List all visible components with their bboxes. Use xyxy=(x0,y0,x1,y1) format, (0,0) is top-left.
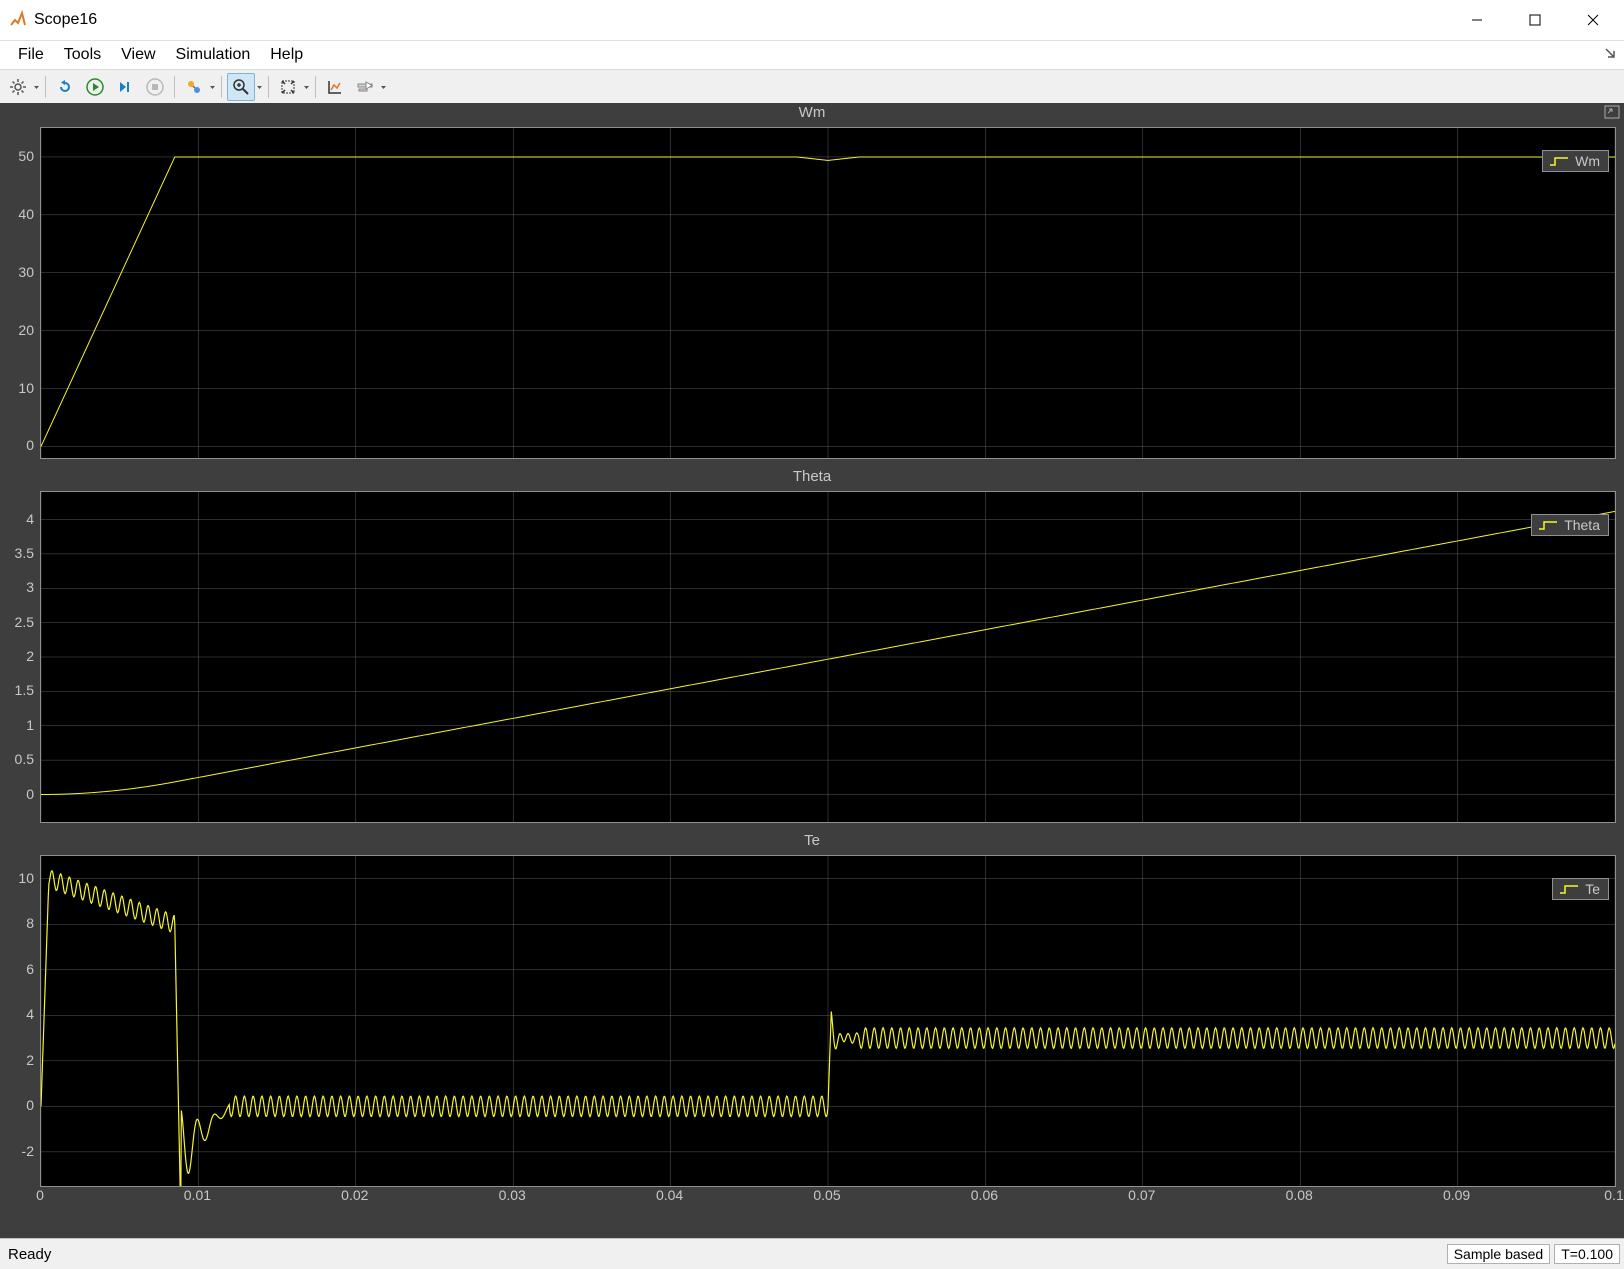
plot-axes-wm[interactable]: Wm xyxy=(40,127,1616,459)
subplot-theta[interactable]: Theta 00.511.522.533.54 Theta xyxy=(0,467,1624,829)
step-forward-icon[interactable] xyxy=(111,73,139,101)
legend-wm[interactable]: Wm xyxy=(1542,150,1609,172)
maximize-button[interactable] xyxy=(1506,0,1564,40)
menu-simulation[interactable]: Simulation xyxy=(166,44,261,66)
status-ready: Ready xyxy=(0,1246,59,1263)
plot-axes-theta[interactable]: Theta xyxy=(40,491,1616,823)
status-sample-mode: Sample based xyxy=(1447,1244,1551,1264)
legend-label-wm: Wm xyxy=(1575,153,1600,169)
titlebar: Scope16 xyxy=(0,0,1624,41)
status-time: T=0.100 xyxy=(1554,1244,1620,1264)
menu-tools[interactable]: Tools xyxy=(54,44,111,66)
close-button[interactable] xyxy=(1564,0,1622,40)
subplot-title-te: Te xyxy=(0,831,1624,851)
subplot-te[interactable]: Te -20246810 Te 00.010.020.030.040.050.060.… xyxy=(0,831,1624,1209)
window-title: Scope16 xyxy=(34,11,97,29)
subplot-title-theta: Theta xyxy=(0,467,1624,487)
config-gear-icon[interactable] xyxy=(4,73,32,101)
maximize-axes-icon[interactable] xyxy=(1604,105,1620,122)
scale-axes-icon[interactable] xyxy=(274,73,302,101)
scope-area: Wm01020304050WmTheta00.511.522.533.54The… xyxy=(0,103,1624,1239)
x-axis-labels: 00.010.020.030.040.050.060.070.080.090.1 xyxy=(0,1187,1624,1207)
legend-label-theta: Theta xyxy=(1564,517,1600,533)
highlight-signal-icon-dropdown[interactable] xyxy=(208,84,216,91)
subplot-wm[interactable]: Wm 01020304050 Wm xyxy=(0,103,1624,465)
menu-file[interactable]: File xyxy=(8,44,54,66)
y-axis-labels-wm: 01020304050 xyxy=(0,127,38,457)
matlab-logo-icon xyxy=(8,10,28,30)
subplot-title-wm: Wm xyxy=(0,103,1624,123)
toolbar xyxy=(0,69,1624,105)
statusbar: Ready Sample based T=0.100 xyxy=(0,1238,1624,1269)
triggers-icon[interactable] xyxy=(351,73,379,101)
cursor-measure-icon[interactable] xyxy=(321,73,349,101)
menu-view[interactable]: View xyxy=(111,44,165,66)
scale-axes-icon-dropdown[interactable] xyxy=(302,84,310,91)
zoom-in-icon[interactable] xyxy=(227,73,255,101)
plot-axes-te[interactable]: Te xyxy=(40,855,1616,1187)
stop-icon xyxy=(141,73,169,101)
legend-te[interactable]: Te xyxy=(1552,878,1609,900)
triggers-icon-dropdown[interactable] xyxy=(379,84,387,91)
highlight-signal-icon[interactable] xyxy=(180,73,208,101)
y-axis-labels-theta: 00.511.522.533.54 xyxy=(0,491,38,821)
y-axis-labels-te: -20246810 xyxy=(0,855,38,1185)
config-gear-icon-dropdown[interactable] xyxy=(32,84,40,91)
legend-label-te: Te xyxy=(1585,881,1600,897)
run-icon[interactable] xyxy=(81,73,109,101)
minimize-button[interactable] xyxy=(1448,0,1506,40)
zoom-in-icon-dropdown[interactable] xyxy=(255,84,263,91)
restart-icon[interactable] xyxy=(51,73,79,101)
legend-theta[interactable]: Theta xyxy=(1531,514,1609,536)
dock-arrow-icon[interactable] xyxy=(1604,47,1618,66)
menubar: File Tools View Simulation Help xyxy=(0,41,1624,69)
menu-help[interactable]: Help xyxy=(260,44,313,66)
